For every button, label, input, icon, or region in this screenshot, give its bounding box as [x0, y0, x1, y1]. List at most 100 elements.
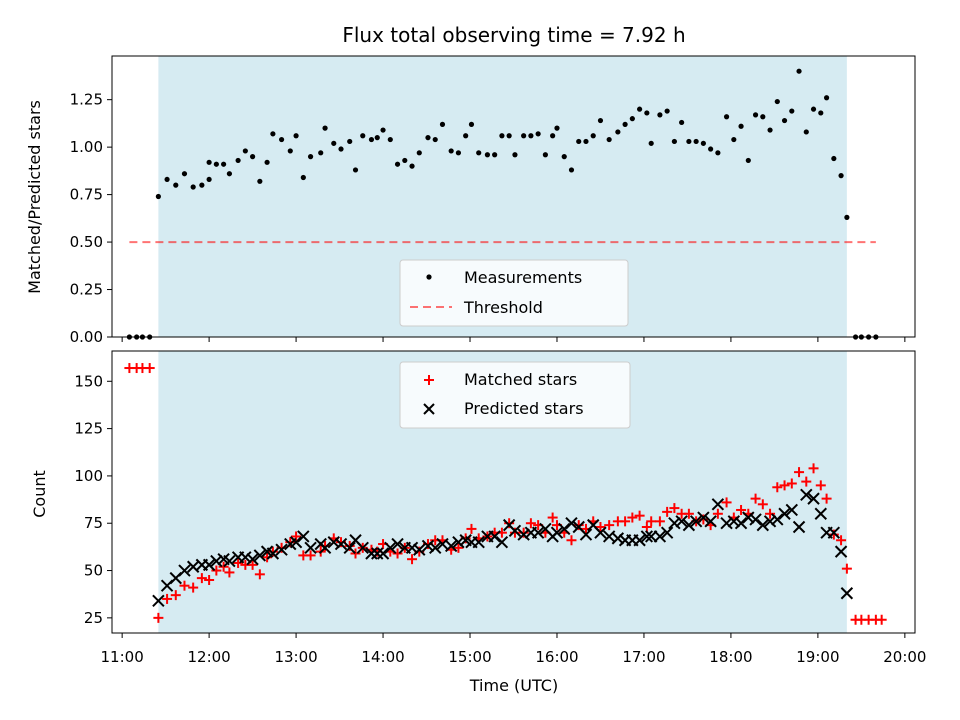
measurement-point [409, 163, 415, 169]
top-y-axis-label: Matched/Predicted stars [25, 100, 44, 294]
matched-star-point [698, 514, 709, 525]
measurement-point [318, 150, 324, 156]
predicted-star-point [495, 535, 509, 549]
predicted-star-point [239, 551, 252, 564]
matched-star-point [509, 527, 520, 538]
matched-star-point [547, 512, 558, 523]
predicted-star-point [304, 541, 317, 555]
matched-star-point [604, 520, 615, 531]
measurement-point [521, 133, 527, 139]
measurement-point [760, 114, 766, 120]
predicted-star-point [675, 515, 688, 528]
measurement-point [293, 133, 299, 139]
predicted-star-point [376, 547, 390, 560]
measurement-point [774, 98, 780, 105]
top-y-tick-label: 0.75 [70, 186, 103, 204]
measurement-point [300, 174, 306, 181]
bottom-y-tick-label: 100 [74, 467, 103, 485]
matched-star-point [466, 523, 477, 534]
measurement-point [767, 127, 773, 133]
predicted-star-point [297, 530, 310, 543]
matched-star-point [350, 548, 361, 559]
measurement-point [432, 136, 438, 143]
predicted-star-point [814, 507, 827, 520]
matched-star-point [815, 480, 826, 491]
measurement-point [629, 116, 635, 122]
matched-star-point [276, 542, 287, 553]
matched-star-point [836, 535, 847, 546]
measurement-point [528, 133, 534, 139]
predicted-star-point [558, 522, 571, 536]
predicted-star-point [531, 526, 545, 539]
predicted-star-point [371, 547, 384, 560]
predicted-star-point [711, 498, 725, 511]
measurement-point [331, 140, 337, 146]
bottom-legend: Matched stars Predicted stars [399, 361, 631, 429]
measurement-point [745, 157, 751, 164]
predicted-star-point [565, 517, 578, 530]
matched-star-point [254, 569, 265, 580]
measurement-point [542, 152, 548, 158]
predicted-star-point [704, 515, 717, 528]
measurement-point [506, 133, 512, 139]
measurement-point [622, 121, 628, 127]
predicted-star-point [840, 587, 854, 600]
measurement-point [679, 119, 685, 126]
measurement-point [394, 161, 401, 167]
measurement-point [686, 138, 692, 145]
measurement-point [752, 112, 759, 118]
measurement-point [402, 157, 408, 164]
matched-star-point [620, 516, 631, 527]
measurement-point [657, 112, 663, 118]
matched-star-point [736, 504, 747, 515]
predicted-star-point [771, 513, 784, 526]
matched-star-point [641, 522, 652, 533]
predicted-star-point [365, 547, 378, 560]
matched-star-point [305, 550, 316, 561]
measurement-point [155, 193, 161, 200]
matched-star-point [162, 593, 173, 604]
predicted-star-point [452, 535, 465, 549]
predicted-star-point [253, 549, 267, 562]
measurement-point [550, 133, 556, 139]
measurement-point [221, 161, 227, 167]
predicted-star-point [517, 528, 530, 541]
measurement-point [693, 138, 699, 145]
predicted-star-point [210, 554, 223, 568]
x-tick-label: 15:00 [448, 648, 491, 666]
matched-star-point [285, 537, 296, 548]
measurement-point [468, 121, 475, 127]
measurement-point [796, 68, 802, 74]
predicted-star-point [792, 520, 806, 534]
top-y-tick-label: 0.00 [70, 328, 103, 346]
predicted-star-point [834, 545, 848, 558]
bottom-y-tick-label: 50 [84, 562, 103, 580]
measurement-point [387, 136, 393, 143]
measurement-point [644, 110, 650, 116]
measurement-point [338, 146, 344, 152]
matched-star-point [204, 575, 215, 586]
measurement-point [664, 108, 670, 114]
top-y-tick-label: 0.50 [70, 233, 103, 251]
measurement-point [190, 184, 196, 190]
predicted-star-point [727, 515, 741, 528]
measurement-point [235, 157, 241, 164]
predicted-star-point [689, 515, 703, 528]
measurement-point [206, 159, 212, 165]
bottom-panel: 25 50 75 100 125 150 11:00 12:00 13:00 14:00 15:0… [30, 350, 926, 695]
predicted-star-point [421, 539, 435, 553]
measurement-point [499, 133, 505, 139]
measurement-point [781, 117, 788, 124]
matched-star-point [669, 503, 680, 514]
matched-star-point [794, 467, 805, 478]
predicted-legend-label: Predicted stars [464, 399, 584, 418]
matched-star-point [779, 480, 790, 491]
predicted-star-point [405, 541, 419, 555]
measurement-point [416, 150, 422, 156]
measurement-point [597, 117, 604, 124]
matched-star-point [808, 463, 819, 474]
predicted-star-point [202, 558, 216, 572]
bottom-y-tick-label: 75 [84, 514, 103, 532]
predicted-star-point [633, 534, 646, 547]
bottom-legend-box [399, 361, 631, 429]
